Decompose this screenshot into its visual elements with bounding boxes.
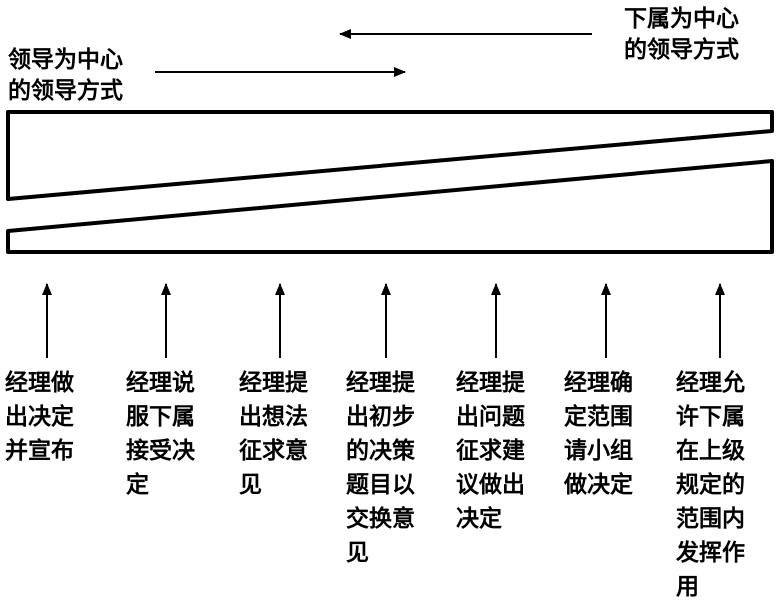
continuum-diagram [6,29,774,358]
label-line: 的领导方式 [624,37,739,63]
column-line: 做决定 [564,472,633,498]
behavior-column-5: 经理提出问题征求建议做出决定 [456,366,525,536]
label-line: 下属为中心 [624,6,739,32]
leader-authority-area [6,110,774,201]
column-line: 题目以 [346,472,415,498]
column-line: 出初步 [346,404,415,430]
column-line: 请小组 [564,438,633,464]
column-line: 发挥作 [676,540,745,566]
column-line: 的决策 [346,438,415,464]
column-line: 定范围 [564,404,633,430]
subordinate-centered-label: 下属为中心 的领导方式 [624,4,739,66]
column-line: 服下属 [126,404,195,430]
label-line: 的领导方式 [8,78,123,104]
column-line: 许下属 [676,404,745,430]
column-line: 规定的 [676,472,745,498]
column-line: 定 [126,472,149,498]
behavior-column-2: 经理说服下属接受决定 [126,366,195,502]
behavior-column-6: 经理确定范围请小组做决定 [564,366,633,502]
column-line: 出想法 [239,404,308,430]
column-line: 用 [676,574,699,600]
column-line: 决定 [456,506,502,532]
behavior-column-7: 经理允许下属在上级规定的范围内发挥作用 [676,366,745,604]
column-line: 征求建 [456,438,525,464]
column-line: 经理提 [346,370,415,396]
column-line: 在上级 [676,438,745,464]
leader-centered-label: 领导为中心 的领导方式 [8,45,123,107]
behavior-column-4: 经理提出初步的决策题目以交换意见 [346,366,415,570]
behavior-column-3: 经理提出想法征求意见 [239,366,308,502]
column-line: 并宣布 [5,438,74,464]
label-line: 领导为中心 [8,47,123,73]
column-line: 出决定 [5,404,74,430]
column-line: 经理提 [456,370,525,396]
column-line: 经理确 [564,370,633,396]
column-line: 出问题 [456,404,525,430]
column-line: 接受决 [126,438,195,464]
column-line: 经理提 [239,370,308,396]
column-line: 经理做 [5,370,74,396]
column-line: 征求意 [239,438,308,464]
column-line: 经理允 [676,370,745,396]
column-line: 见 [346,540,369,566]
behavior-column-1: 经理做 出决定 并宣布 [5,366,74,468]
column-line: 交换意 [346,506,415,532]
column-line: 经理说 [126,370,195,396]
subordinate-freedom-area [6,159,774,254]
column-line: 议做出 [456,472,525,498]
column-line: 见 [239,472,262,498]
column-line: 范围内 [676,506,745,532]
